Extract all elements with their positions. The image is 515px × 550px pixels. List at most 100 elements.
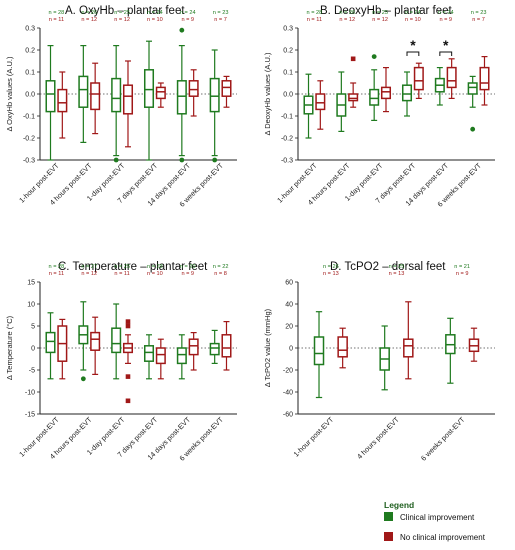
n-label-no-clinical: n = 8 xyxy=(214,271,227,277)
box-clinical xyxy=(143,40,155,161)
y-tick-label: 5 xyxy=(31,324,35,331)
x-tick-label: 1-hour post-EVT xyxy=(292,415,336,459)
legend-swatch-no-clinical xyxy=(384,532,393,541)
box-no-clinical xyxy=(221,321,232,371)
significance-star: * xyxy=(443,37,449,53)
y-tick-label: 0.3 xyxy=(283,26,293,33)
n-label-no-clinical: n = 12 xyxy=(81,271,97,277)
box-no-clinical xyxy=(122,319,134,404)
box-no-clinical xyxy=(57,318,68,380)
y-tick-label: 0.1 xyxy=(283,70,293,77)
box-iqr xyxy=(467,82,478,95)
box-iqr xyxy=(221,334,232,358)
box-clinical xyxy=(336,71,347,132)
box-iqr xyxy=(401,84,413,102)
n-label-no-clinical: n = 10 xyxy=(147,271,163,277)
chart-title: B. DeoxyHb – plantar feet xyxy=(320,5,452,17)
y-tick-label: -0.3 xyxy=(281,158,293,165)
box-no-clinical xyxy=(337,327,348,369)
n-label-clinical: n = 26 xyxy=(323,264,339,270)
outlier-point xyxy=(212,157,218,163)
y-tick-label: 0.0 xyxy=(25,92,35,99)
outlier-point xyxy=(125,323,131,329)
y-tick-label: -20 xyxy=(283,368,293,375)
box-iqr xyxy=(337,336,348,358)
n-label-no-clinical: n = 10 xyxy=(147,17,163,23)
box-iqr xyxy=(348,93,359,102)
y-tick-label: -0.3 xyxy=(23,158,35,165)
box-no-clinical xyxy=(315,80,326,130)
box-clinical xyxy=(143,334,155,380)
y-axis-label: Δ DeoxyHb values (A.U.) xyxy=(263,52,272,135)
n-label-no-clinical: n = 12 xyxy=(81,17,97,23)
y-tick-label: -60 xyxy=(283,412,293,419)
n-label-clinical: n = 24 xyxy=(180,10,196,16)
box-iqr xyxy=(143,345,155,362)
n-label-clinical: n = 25 xyxy=(114,10,130,16)
panels: A. OxyHb – plantar feet -0.3 -0.2 -0.1 0.0 0.… xyxy=(5,5,495,463)
box-no-clinical xyxy=(188,332,199,371)
outlier-point xyxy=(113,157,119,163)
y-tick-label: -0.1 xyxy=(23,114,35,121)
outlier-point xyxy=(125,319,131,324)
legend-title: Legend xyxy=(384,500,414,510)
box-no-clinical xyxy=(122,60,134,148)
significance-star: * xyxy=(410,37,416,53)
legend-label-clinical: Clinical improvement xyxy=(400,513,475,522)
box-iqr xyxy=(90,82,101,111)
n-label-no-clinical: n = 11 xyxy=(307,17,322,23)
n-label-no-clinical: n = 11 xyxy=(49,271,64,277)
n-label-no-clinical: n = 12 xyxy=(339,17,355,23)
box-iqr xyxy=(479,66,490,91)
box-iqr xyxy=(403,338,414,358)
box-iqr xyxy=(446,66,457,89)
y-tick-label: -5 xyxy=(29,368,35,375)
outlier-point xyxy=(179,157,185,163)
significance-bracket xyxy=(439,51,453,56)
box-iqr xyxy=(155,86,166,100)
y-axis-label: Δ OxyHb values (A.U.) xyxy=(5,56,14,132)
box-clinical xyxy=(209,49,220,163)
y-tick-label: -10 xyxy=(25,390,35,397)
n-label-clinical: n = 25 xyxy=(389,264,405,270)
n-label-clinical: n = 23 xyxy=(147,264,163,270)
n-label-no-clinical: n = 11 xyxy=(114,271,129,277)
box-iqr xyxy=(209,77,220,113)
box-no-clinical xyxy=(57,71,68,139)
box-no-clinical xyxy=(446,58,457,100)
box-iqr xyxy=(90,331,101,351)
y-tick-label: 0.1 xyxy=(25,70,35,77)
box-iqr xyxy=(78,75,89,108)
n-label-clinical: n = 25 xyxy=(114,264,130,270)
box-clinical xyxy=(176,27,187,163)
n-label-clinical: n = 27 xyxy=(81,264,97,270)
chart-title: A. OxyHb – plantar feet xyxy=(65,5,185,17)
n-label-no-clinical: n = 9 xyxy=(456,271,469,277)
y-tick-label: -40 xyxy=(283,390,293,397)
y-tick-label: 0 xyxy=(289,346,293,353)
box-iqr xyxy=(111,327,122,354)
y-tick-label: 20 xyxy=(285,324,293,331)
chart-panel-3: C. Temperature – plantar feet -15 -10 -5 0 5 1… xyxy=(5,261,237,463)
legend-swatch-clinical xyxy=(384,512,393,521)
y-axis-label: Δ TcPO2 value (mmHg) xyxy=(263,308,272,387)
box-iqr xyxy=(176,80,187,115)
box-clinical xyxy=(445,317,456,384)
box-clinical xyxy=(401,71,413,117)
n-label-no-clinical: n = 12 xyxy=(114,17,130,23)
outlier-point xyxy=(80,376,86,382)
y-tick-label: 0.3 xyxy=(25,26,35,33)
n-label-clinical: n = 24 xyxy=(438,10,454,16)
n-label-no-clinical: n = 13 xyxy=(389,271,405,277)
y-tick-label: 0.2 xyxy=(283,48,293,55)
y-tick-label: 10 xyxy=(27,302,35,309)
box-clinical xyxy=(45,312,56,380)
legend: Legend Clinical improvement No clinical … xyxy=(384,500,486,542)
n-label-clinical: n = 24 xyxy=(147,10,163,16)
chart-panel-4: D. TcPO2 – dorsal feet -60 -40 -20 0 20 40 60 Δ … xyxy=(263,261,495,463)
n-label-clinical: n = 23 xyxy=(471,10,487,16)
y-axis-label: Δ Temperature (°C) xyxy=(5,315,14,380)
box-no-clinical xyxy=(380,66,392,113)
n-label-clinical: n = 21 xyxy=(454,264,470,270)
